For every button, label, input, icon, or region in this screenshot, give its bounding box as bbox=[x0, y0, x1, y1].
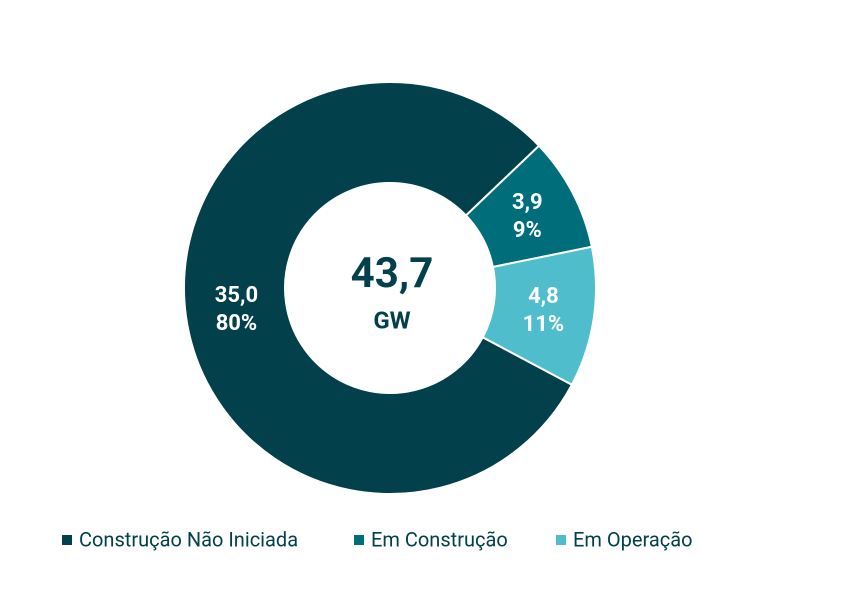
percent-label: 80% bbox=[216, 311, 258, 336]
legend-swatch bbox=[354, 535, 364, 545]
legend-label: Em Operação bbox=[573, 527, 692, 551]
legend-swatch bbox=[62, 535, 72, 545]
center-value: 43,7 bbox=[351, 249, 434, 298]
donut-segment bbox=[183, 81, 574, 495]
percent-label: 11% bbox=[523, 312, 565, 337]
percent-label: 9% bbox=[513, 218, 542, 243]
legend-label: Construção Não Iniciada bbox=[79, 527, 298, 551]
center-unit: GW bbox=[373, 306, 410, 334]
donut-segment bbox=[481, 245, 597, 387]
value-label: 4,8 bbox=[528, 284, 559, 309]
value-label: 3,9 bbox=[512, 190, 543, 215]
legend-label: Em Construção bbox=[371, 527, 508, 551]
legend-swatch bbox=[556, 535, 566, 545]
value-label: 35,0 bbox=[215, 283, 258, 308]
